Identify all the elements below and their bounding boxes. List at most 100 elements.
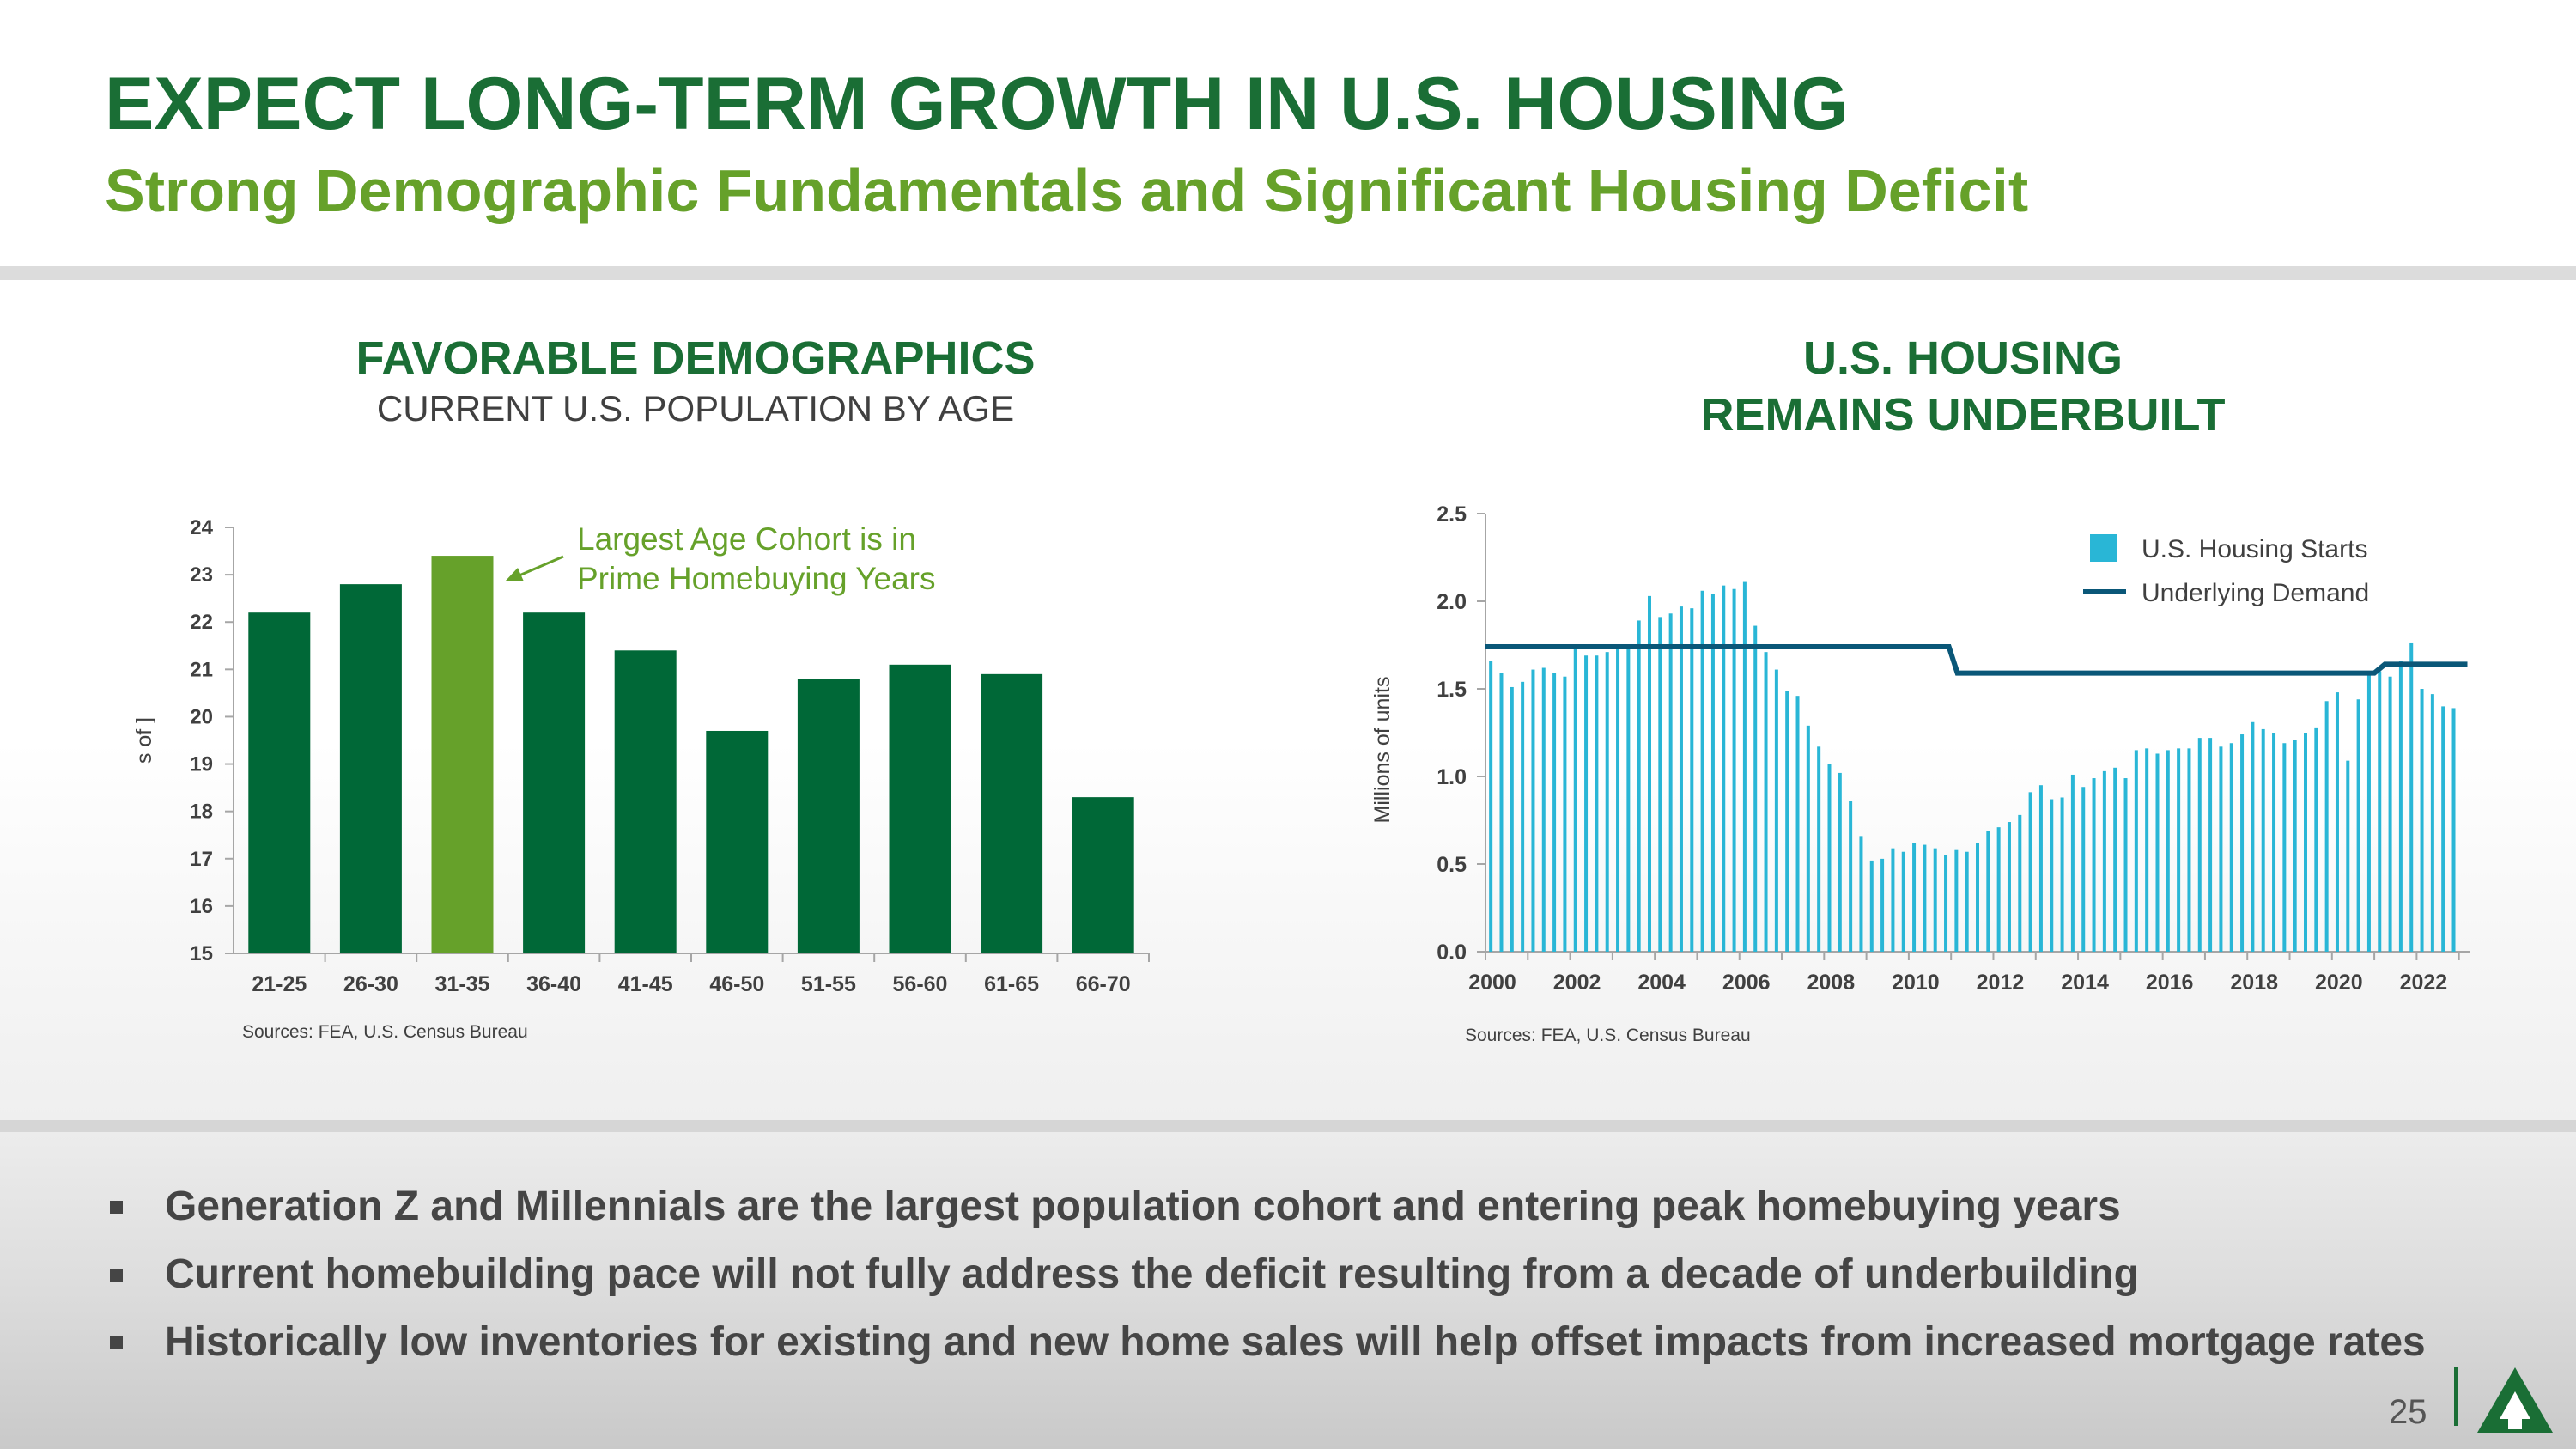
housing-starts-bar <box>2229 743 2233 952</box>
y-tick-label: 21 <box>190 658 213 681</box>
housing-starts-bar <box>2261 728 2265 952</box>
x-tick-label: 21-25 <box>252 972 307 996</box>
housing-starts-bar <box>1499 673 1504 952</box>
y-tick-label: 2.5 <box>1437 502 1467 527</box>
housing-starts-bar <box>2197 738 2202 952</box>
housing-starts-bar <box>2123 778 2128 952</box>
underlying-demand-line <box>1485 644 2468 676</box>
bullet-text: Historically low inventories for existin… <box>165 1319 2426 1365</box>
housing-starts-bar <box>1806 725 1810 952</box>
housing-starts-bar <box>2420 689 2424 952</box>
housing-starts-bar <box>1510 686 1514 952</box>
housing-starts-bar <box>1986 831 1990 952</box>
housing-starts-bar <box>2018 814 2022 952</box>
bullet-square-icon <box>110 1269 123 1282</box>
housing-starts-bar <box>1869 860 1874 952</box>
right-chart-heading: U.S. HOUSING REMAINS UNDERBUILT <box>1534 330 2392 443</box>
housing-starts-bar <box>2451 708 2456 952</box>
y-tick-label: 23 <box>190 563 213 587</box>
y-tick-label: 0.5 <box>1437 853 1467 877</box>
housing-starts-bar <box>2409 642 2414 952</box>
y-tick-label: 22 <box>190 611 213 634</box>
x-tick-label: 46-50 <box>709 972 764 996</box>
housing-starts-bar <box>1965 851 1969 952</box>
x-tick-label: 41-45 <box>618 972 673 996</box>
housing-starts-bar <box>1753 625 1758 952</box>
bullet-square-icon <box>110 1336 123 1349</box>
housing-starts-bar <box>2388 676 2392 952</box>
housing-starts-bar <box>1700 590 1704 952</box>
legend-label-starts: U.S. Housing Starts <box>2142 535 2367 563</box>
left-chart-heading: FAVORABLE DEMOGRAPHICS <box>355 332 1036 384</box>
annotation-arrowhead <box>505 568 524 581</box>
bar <box>1072 797 1134 953</box>
housing-starts-bar <box>1923 844 1927 952</box>
tree-logo-icon <box>2477 1367 2553 1433</box>
bar <box>981 673 1043 953</box>
housing-starts-bar <box>2324 701 2329 952</box>
y-tick-label: 0.0 <box>1437 941 1467 965</box>
bar <box>889 664 951 953</box>
housing-starts-bar <box>1774 669 1778 952</box>
bullet-item: Current homebuilding pace will not fully… <box>105 1245 2426 1312</box>
housing-starts-bar <box>1996 827 2001 952</box>
legend-label-demand: Underlying Demand <box>2142 579 2369 607</box>
housing-starts-bar <box>1742 581 1747 952</box>
housing-starts-bar <box>1658 617 1662 952</box>
y-tick-label: 1.5 <box>1437 678 1467 702</box>
housing-starts-bar <box>2007 822 2011 952</box>
housing-starts-bar <box>1785 691 1789 952</box>
housing-starts-bar <box>1901 851 1905 952</box>
bar <box>614 650 677 953</box>
housing-starts-bar <box>1521 681 1525 952</box>
x-tick-label: 2008 <box>1807 971 1856 995</box>
bar <box>797 679 860 953</box>
annotation-line2: Prime Homebuying Years <box>577 561 936 596</box>
housing-starts-bar <box>2166 750 2170 952</box>
top-divider <box>0 266 2576 280</box>
housing-starts-bar <box>2378 671 2382 952</box>
housing-starts-bar <box>1732 588 1736 952</box>
housing-starts-bar <box>1563 676 1567 952</box>
housing-starts-bar <box>2060 797 2064 952</box>
bullet-item: Historically low inventories for existin… <box>105 1312 2426 1380</box>
bar <box>431 556 494 953</box>
housing-starts-bar <box>1795 696 1800 952</box>
housing-starts-bar <box>2113 767 2117 952</box>
housing-starts-bar <box>1541 667 1546 952</box>
x-tick-label: 51-55 <box>801 972 856 996</box>
x-tick-label: 2004 <box>1637 971 1686 995</box>
housing-starts-bar <box>2208 738 2213 952</box>
page-number: 25 <box>2389 1393 2427 1431</box>
housing-starts-bar <box>1849 801 1853 952</box>
y-tick-label: 1.0 <box>1437 765 1467 789</box>
bar <box>248 612 311 953</box>
right-chart-source: Sources: FEA, U.S. Census Bureau <box>1465 1026 1751 1045</box>
housing-starts-bar <box>1595 655 1599 952</box>
housing-starts-bar <box>1880 858 1885 952</box>
housing-starts-chart: 0.0 0.5 1.0 1.5 2.0 2.5 2000 2002 2004 2006 2008 20… <box>1370 502 2470 995</box>
y-tick-label: 20 <box>190 705 213 728</box>
housing-starts-bar <box>2335 692 2339 952</box>
bullet-item: Generation Z and Millennials are the lar… <box>105 1177 2426 1245</box>
housing-starts-bar <box>2366 674 2371 952</box>
housing-starts-bar <box>2356 699 2360 952</box>
x-tick-label: 2002 <box>1553 971 1601 995</box>
housing-starts-bar <box>2398 661 2403 952</box>
housing-starts-bar <box>1668 613 1673 952</box>
housing-starts-bar <box>2177 748 2181 952</box>
housing-starts-bar <box>1710 594 1715 952</box>
housing-starts-bar <box>1690 608 1694 952</box>
housing-starts-bar <box>2028 792 2032 952</box>
housing-starts-bar <box>1573 648 1577 952</box>
housing-starts-bar <box>2430 694 2434 952</box>
housing-starts-bar <box>2346 760 2350 952</box>
right-chart-heading-line1: U.S. HOUSING <box>1802 332 2123 384</box>
right-chart-heading-line2: REMAINS UNDERBUILT <box>1700 389 2226 441</box>
housing-starts-bar <box>2038 785 2043 952</box>
y-tick-label: 18 <box>190 801 213 824</box>
housing-starts-bar <box>2293 740 2297 952</box>
x-tick-label: 2012 <box>1977 971 2025 995</box>
housing-starts-bar <box>1552 673 1557 952</box>
bullet-list: Generation Z and Millennials are the lar… <box>105 1177 2426 1380</box>
